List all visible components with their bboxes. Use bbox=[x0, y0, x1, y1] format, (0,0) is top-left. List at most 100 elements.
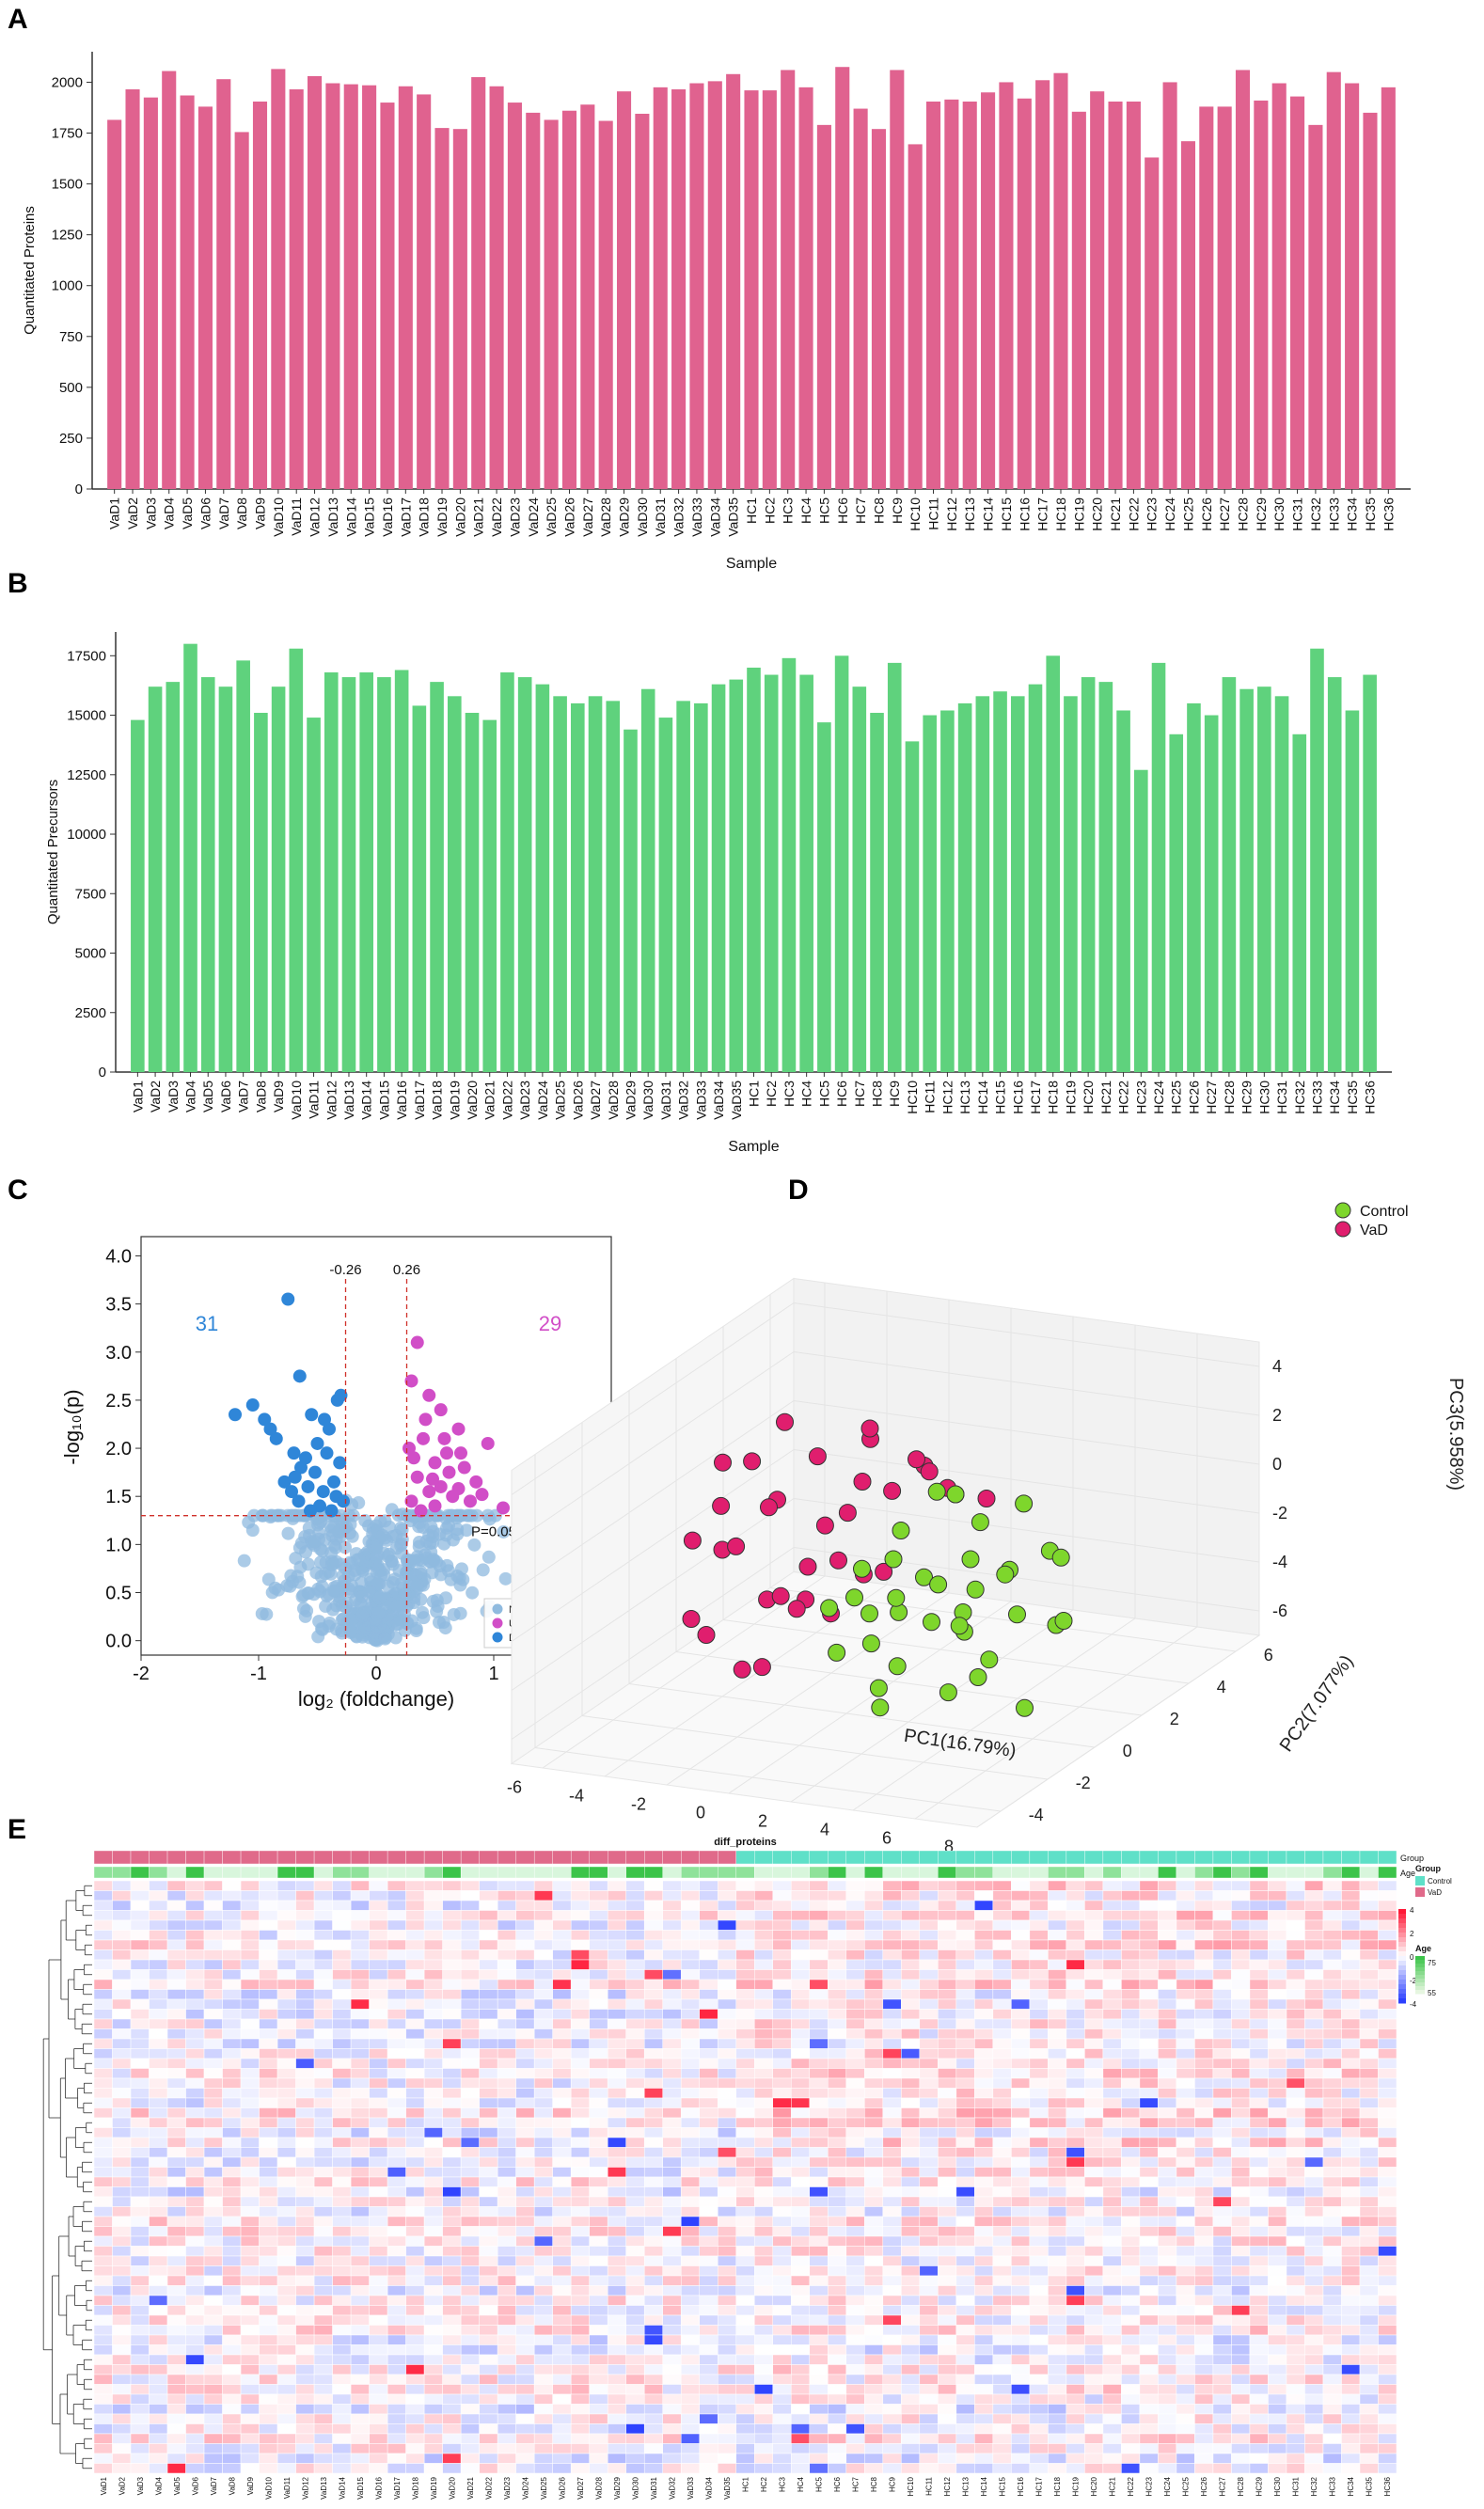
heatmap-cell bbox=[516, 2286, 535, 2296]
bar bbox=[434, 128, 449, 489]
heatmap-cell bbox=[167, 2029, 186, 2040]
heatmap-cell bbox=[1176, 2118, 1195, 2128]
heatmap-cell bbox=[974, 2118, 993, 2128]
x-tick-label: HC25 bbox=[1169, 1081, 1184, 1114]
heatmap-cell bbox=[938, 2118, 956, 2128]
heatmap-cell bbox=[534, 2365, 553, 2375]
heatmap-cell bbox=[424, 2345, 443, 2356]
heatmap-cell bbox=[241, 2168, 260, 2178]
heatmap-cell bbox=[1176, 1920, 1195, 1931]
heatmap-cell bbox=[1011, 2345, 1030, 2356]
heatmap-cell bbox=[736, 1931, 755, 1941]
heatmap-cell bbox=[1103, 2019, 1122, 2029]
heatmap-cell bbox=[1030, 1881, 1049, 1891]
heatmap-cell bbox=[277, 2019, 296, 2029]
heatmap-cell bbox=[1103, 2187, 1122, 2198]
panel-label-e: E bbox=[8, 1814, 26, 1845]
heatmap-cell bbox=[993, 2217, 1012, 2227]
heatmap-cell bbox=[443, 2157, 462, 2168]
heatmap-cell bbox=[1360, 2266, 1379, 2277]
heatmap-cell bbox=[1030, 2019, 1049, 2029]
heatmap-cell bbox=[571, 2089, 590, 2099]
heatmap-cell bbox=[828, 2059, 846, 2069]
heatmap-cell bbox=[1287, 2247, 1305, 2257]
heatmap-cell bbox=[956, 2276, 975, 2286]
x-tick-label: -2 bbox=[631, 1794, 646, 1813]
heatmap-cell bbox=[223, 2010, 242, 2020]
heatmap-cell bbox=[1084, 2078, 1103, 2089]
heatmap-cell bbox=[974, 2078, 993, 2089]
heatmap-cell bbox=[1176, 2059, 1195, 2069]
age-cell bbox=[1287, 1867, 1305, 1878]
heatmap-cell bbox=[1121, 1960, 1140, 1970]
heatmap-cell bbox=[296, 2029, 315, 2040]
heatmap-cell bbox=[718, 1911, 736, 1921]
heatmap-cell bbox=[333, 2098, 352, 2108]
heatmap-cell bbox=[810, 2148, 829, 2158]
heatmap-cell bbox=[754, 2345, 773, 2356]
y-tick-label: 1250 bbox=[52, 228, 83, 244]
heatmap-cell bbox=[534, 2039, 553, 2049]
heatmap-cell bbox=[993, 2148, 1012, 2158]
heatmap-cell bbox=[1066, 2365, 1085, 2375]
heatmap-cell bbox=[1287, 2256, 1305, 2266]
bar bbox=[1218, 106, 1232, 489]
heatmap-cell bbox=[94, 2355, 113, 2365]
heatmap-cell bbox=[1213, 2019, 1232, 2029]
heatmap-cell bbox=[993, 2247, 1012, 2257]
heatmap-cell bbox=[497, 2049, 516, 2059]
heatmap-cell bbox=[773, 2365, 792, 2375]
heatmap-cell bbox=[901, 2326, 920, 2336]
heatmap-cell bbox=[901, 2365, 920, 2375]
heatmap-cell bbox=[314, 2355, 333, 2365]
heatmap-cell bbox=[387, 2355, 406, 2365]
y-tick-label: 1750 bbox=[52, 126, 83, 142]
heatmap-cell bbox=[1066, 2217, 1085, 2227]
heatmap-cell bbox=[608, 2078, 626, 2089]
heatmap-cell bbox=[626, 2010, 645, 2020]
heatmap-cell bbox=[94, 2375, 113, 2385]
heatmap-cell bbox=[773, 2306, 792, 2316]
heatmap-cell bbox=[516, 2089, 535, 2099]
heatmap-cell bbox=[974, 1960, 993, 1970]
heatmap-cell bbox=[1268, 2345, 1287, 2356]
heatmap-cell bbox=[901, 2207, 920, 2217]
heatmap-cell bbox=[1084, 2177, 1103, 2187]
heatmap-cell bbox=[974, 2247, 993, 2257]
heatmap-cell bbox=[1378, 2315, 1397, 2326]
heatmap-cell bbox=[534, 2296, 553, 2306]
heatmap-cell bbox=[1048, 2108, 1066, 2119]
heatmap-cell bbox=[901, 2148, 920, 2158]
heatmap-cell bbox=[241, 2247, 260, 2257]
heatmap-cell bbox=[94, 1931, 113, 1941]
heatmap-cell bbox=[1084, 2049, 1103, 2059]
heatmap-cell bbox=[663, 2236, 682, 2247]
heatmap-cell bbox=[406, 1920, 425, 1931]
bar bbox=[958, 703, 972, 1072]
heatmap-cell bbox=[1323, 2078, 1342, 2089]
heatmap-cell bbox=[351, 2296, 370, 2306]
heatmap-cell bbox=[864, 2148, 883, 2158]
heatmap-cell bbox=[773, 2078, 792, 2089]
heatmap-cell bbox=[113, 2286, 132, 2296]
heatmap-cell bbox=[663, 1970, 682, 1980]
heatmap-cell bbox=[571, 1940, 590, 1950]
heatmap-cell bbox=[1323, 2128, 1342, 2138]
heatmap-cell bbox=[626, 1990, 645, 2000]
heatmap-cell bbox=[480, 2355, 498, 2365]
heatmap-cell bbox=[204, 2049, 223, 2059]
heatmap-cell bbox=[626, 1901, 645, 1911]
heatmap-cell bbox=[626, 1931, 645, 1941]
heatmap-cell bbox=[754, 2217, 773, 2227]
heatmap-cell bbox=[956, 1911, 975, 1921]
heatmap-cell bbox=[113, 1980, 132, 1990]
point-vad bbox=[908, 1451, 925, 1468]
heatmap-cell bbox=[700, 2010, 718, 2020]
heatmap-cell bbox=[920, 2335, 939, 2345]
heatmap-cell bbox=[791, 1911, 810, 1921]
heatmap-cell bbox=[370, 2296, 388, 2306]
heatmap-cell bbox=[1158, 2256, 1176, 2266]
heatmap-cell bbox=[1103, 2247, 1122, 2257]
heatmap-cell bbox=[938, 2266, 956, 2277]
